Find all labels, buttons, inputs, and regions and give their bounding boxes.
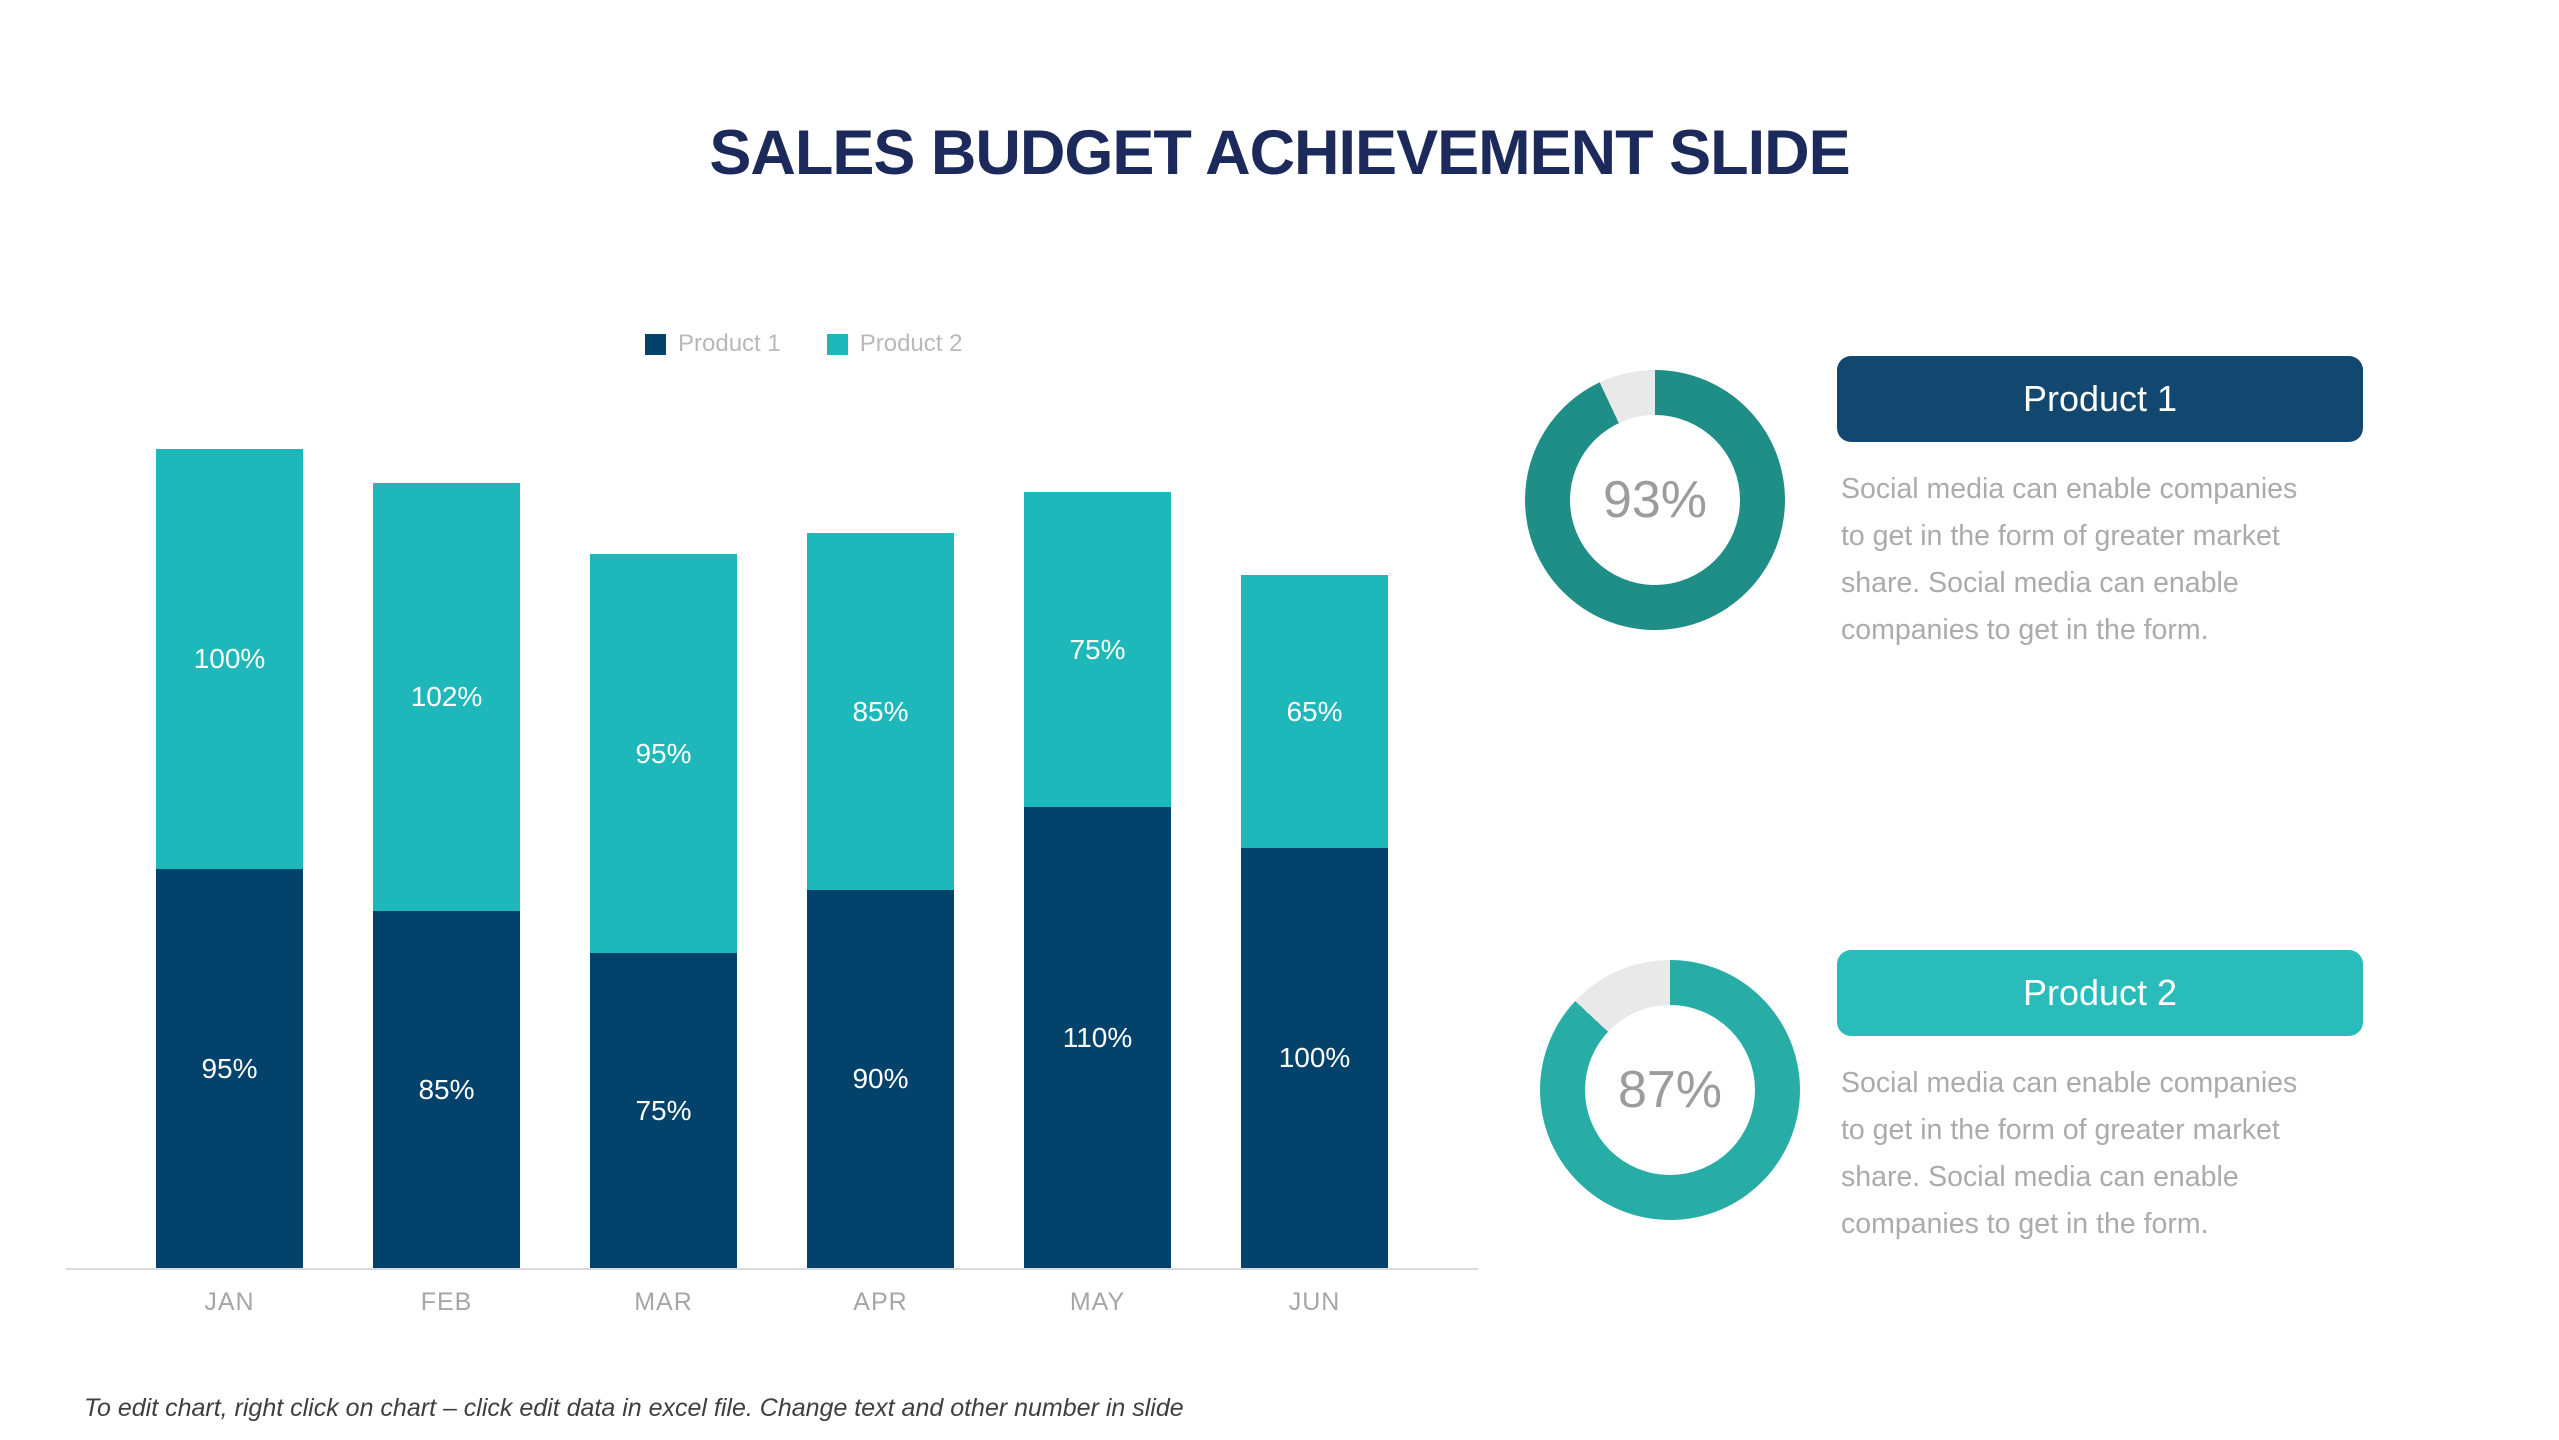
product1-segment: 90% — [807, 890, 954, 1268]
product2-header-badge: Product 2 — [1837, 950, 2363, 1036]
product2-segment: 95% — [590, 554, 737, 953]
x-axis-label-mar: MAR — [634, 1288, 693, 1316]
bar-value-label: 100% — [1278, 1042, 1351, 1073]
donut-chart-product2[interactable]: 87% — [1540, 960, 1800, 1220]
bar-value-label: 110% — [1062, 1021, 1133, 1053]
product2-segment: 102% — [373, 483, 520, 911]
donut-chart-product1[interactable]: 93% — [1525, 370, 1785, 630]
bar-value-label: 65% — [1286, 695, 1343, 727]
legend-label-product1: Product 1 — [678, 330, 781, 357]
bar-value-label: 95% — [635, 737, 692, 769]
donut-percent-product1: 93% — [1602, 471, 1708, 529]
bar-value-label: 85% — [418, 1073, 475, 1105]
product2-description-line: companies to get in the form. — [1841, 1208, 2209, 1240]
bar-jan: 100% 95% — [156, 449, 303, 1268]
product2-description: Social media can enable companies to get… — [1841, 1060, 2401, 1248]
product1-segment: 75% — [590, 953, 737, 1268]
x-axis-label-may: MAY — [1069, 1288, 1126, 1316]
legend-swatch-product2 — [826, 333, 848, 355]
donut-hole-product2: 87% — [1585, 1005, 1755, 1175]
product1-header-badge: Product 1 — [1837, 356, 2363, 442]
legend-label-product2: Product 2 — [859, 330, 963, 357]
bar-value-label: 95% — [201, 1052, 258, 1084]
product2-segment: 65% — [1241, 575, 1388, 848]
product1-segment: 100% — [1241, 848, 1388, 1268]
product1-segment: 110% — [1024, 807, 1171, 1268]
bar-value-label: 75% — [1069, 633, 1126, 665]
product1-description-line: to get in the form of greater market — [1841, 520, 2280, 552]
bar-mar: 95% 75% — [590, 554, 737, 1268]
product1-title: Product 1 — [2022, 378, 2178, 419]
product2-segment: 75% — [1024, 492, 1171, 807]
legend-item-product1: Product 1 — [645, 330, 781, 358]
bar-value-label: 85% — [852, 695, 909, 727]
bar-may: 75% 110% — [1024, 492, 1171, 1268]
product2-description-line: Social media can enable companies — [1841, 1067, 2298, 1099]
product1-description-line: share. Social media can enable — [1841, 567, 2239, 599]
x-axis-label-apr: APR — [853, 1288, 908, 1316]
product2-segment: 100% — [156, 449, 303, 869]
product2-segment: 85% — [807, 533, 954, 890]
bar-value-label: 75% — [635, 1094, 692, 1126]
product2-description-line: to get in the form of greater market — [1841, 1114, 2280, 1146]
x-axis-label-jun: JUN — [1288, 1288, 1341, 1316]
bar-feb: 102% 85% — [373, 483, 520, 1268]
product1-description-line: companies to get in the form. — [1841, 614, 2209, 646]
product2-description-line: share. Social media can enable — [1841, 1161, 2239, 1193]
product1-segment: 85% — [373, 911, 520, 1268]
chart-legend: Product 1 Product 2 — [645, 330, 962, 358]
x-axis-line — [66, 1268, 1478, 1270]
legend-item-product2: Product 2 — [826, 330, 963, 358]
product2-title: Product 2 — [2022, 972, 2178, 1013]
bar-jun: 65% 100% — [1241, 575, 1388, 1268]
legend-swatch-product1 — [645, 333, 666, 355]
bar-value-label: 100% — [193, 643, 266, 674]
x-axis-label-jan: JAN — [204, 1288, 255, 1316]
donut-hole-product1: 93% — [1570, 415, 1740, 585]
product1-description: Social media can enable companies to get… — [1841, 466, 2401, 654]
product1-segment: 95% — [156, 869, 303, 1268]
bar-apr: 85% 90% — [807, 533, 954, 1268]
sales-stacked-bar-chart[interactable]: Product 1 Product 2 100% 95% JAN 102% 85% FEB… — [60, 325, 1490, 1330]
x-axis-label-feb: FEB — [420, 1288, 473, 1316]
bar-value-label: 102% — [410, 681, 483, 712]
edit-instructions-note: To edit chart, right click on chart – cl… — [84, 1394, 1184, 1422]
product1-description-line: Social media can enable companies — [1841, 473, 2298, 505]
bar-value-label: 90% — [852, 1063, 909, 1094]
page-title: SALES BUDGET ACHIEVEMENT SLIDE — [709, 118, 1850, 189]
donut-percent-product2: 87% — [1617, 1061, 1723, 1119]
